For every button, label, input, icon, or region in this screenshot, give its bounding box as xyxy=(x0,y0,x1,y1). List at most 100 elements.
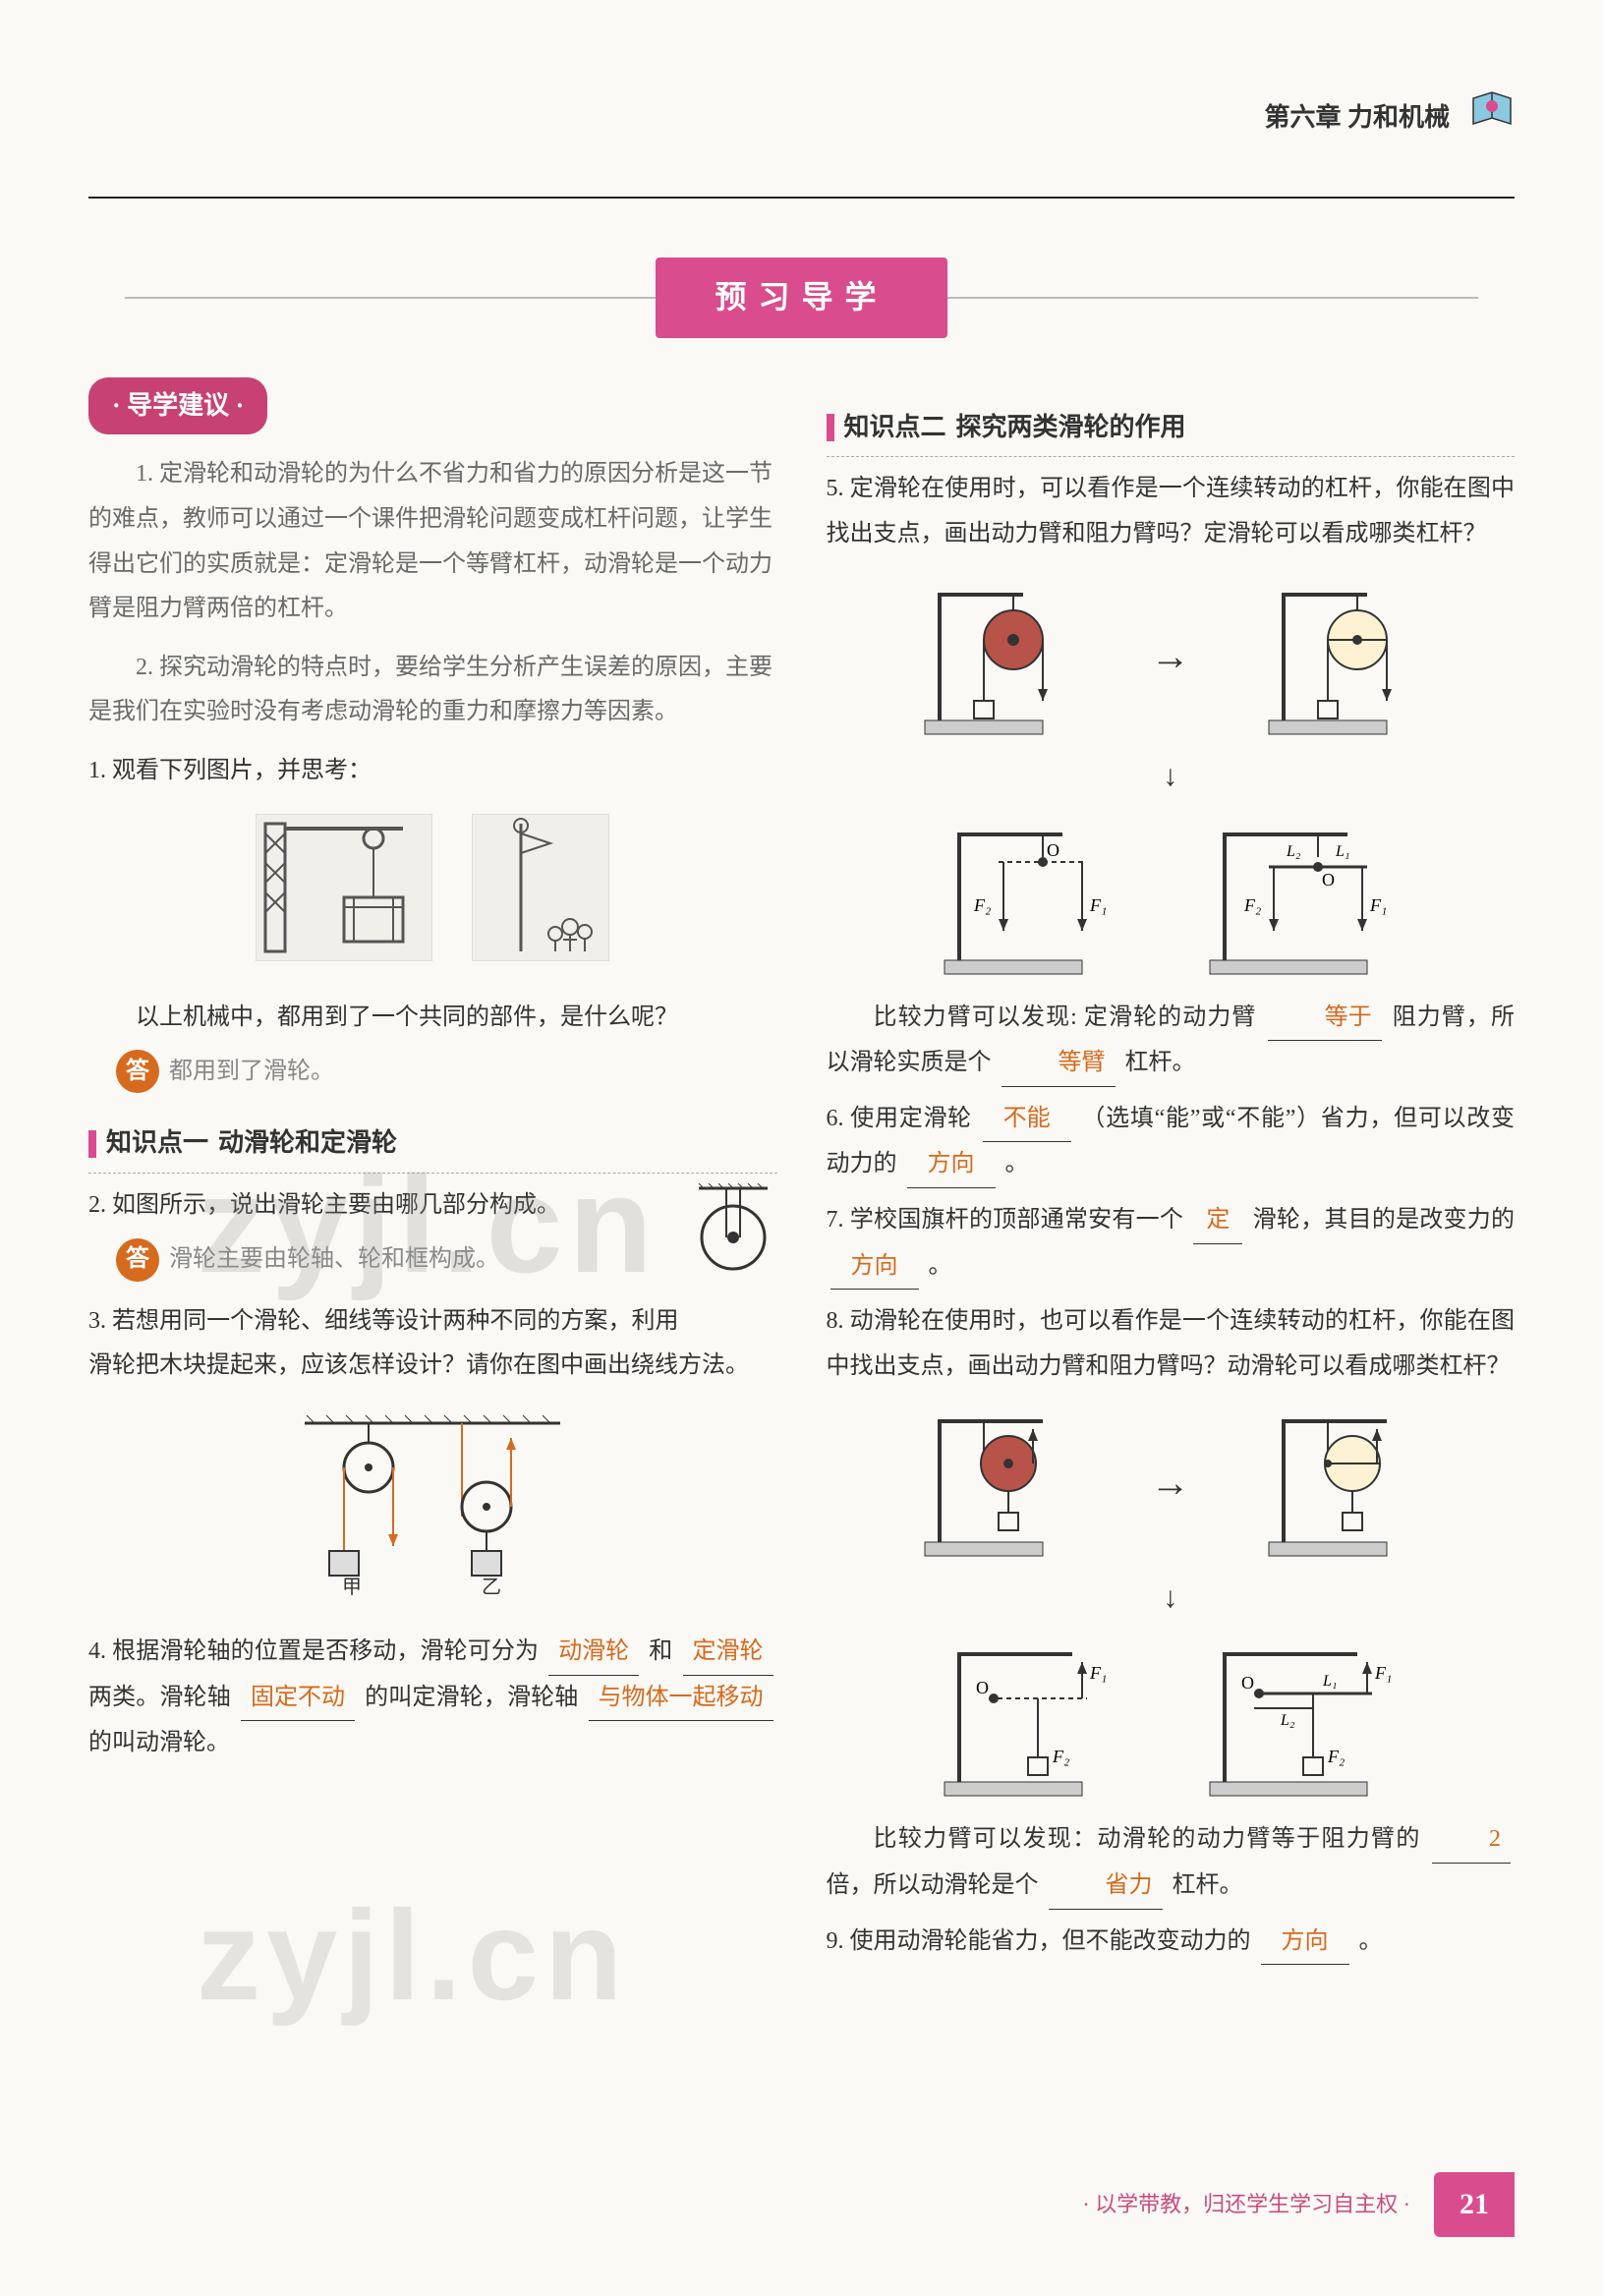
left-column: · 导学建议 · 1. 定滑轮和动滑轮的为什么不省力和省力的原因分析是这一节的难… xyxy=(88,377,777,1776)
q7-pre: 7. 学校国旗杆的顶部通常安有一个 xyxy=(827,1207,1184,1233)
kp1-label: 知识点一 xyxy=(106,1120,208,1167)
figure-q5-arms: O L₂ L₁ F₂ F₁ xyxy=(1190,813,1416,980)
figure-row-q5-bottom: O F₂ F₁ O xyxy=(925,813,1416,980)
q4-end: 的叫动滑轮。 xyxy=(88,1730,230,1755)
figure-grid-q5: → ↓ xyxy=(827,573,1516,980)
question-9: 9. 使用动滑轮能省力，但不能改变动力的 方向 。 xyxy=(827,1920,1516,1966)
svg-text:F₁: F₁ xyxy=(1089,895,1107,915)
svg-text:F₁: F₁ xyxy=(1089,1663,1107,1683)
figure-row-q8-top: → xyxy=(905,1405,1436,1562)
svg-text:L₂: L₂ xyxy=(1280,1712,1295,1729)
svg-text:F₂: F₂ xyxy=(973,895,991,915)
answer-badge-icon: 答 xyxy=(116,1238,159,1282)
arrow-down-icon: ↓ xyxy=(1163,1572,1177,1625)
kp1-bar-icon xyxy=(88,1130,96,1158)
chapter-title: 第六章 力和机械 xyxy=(1264,95,1450,142)
svg-text:O: O xyxy=(1322,870,1335,890)
page-root: 第六章 力和机械 Y 预习导学 · 导学建议 · 1. 定滑轮和动滑轮的为什么不… xyxy=(0,0,1603,2296)
figure-q1-flagpole xyxy=(472,814,609,976)
q6-end: 。 xyxy=(1005,1151,1029,1177)
svg-text:F₁: F₁ xyxy=(1374,1663,1392,1683)
q8-cmp-end: 杠杆。 xyxy=(1173,1872,1243,1898)
q4-blank-2[interactable]: 定滑轮 xyxy=(683,1630,773,1676)
q7-blank-1[interactable]: 定 xyxy=(1193,1198,1242,1244)
svg-text:L₁: L₁ xyxy=(1335,843,1349,860)
figure-row-q3: 甲 乙 xyxy=(88,1408,777,1610)
q6-blank-1[interactable]: 不能 xyxy=(983,1097,1071,1143)
figure-q2-pulley xyxy=(689,1183,777,1306)
question-6: 6. 使用定滑轮 不能 （选填“能”或“不能”）省力，但可以改变动力的 方向 。 xyxy=(827,1097,1516,1188)
q4-pre: 4. 根据滑轮轴的位置是否移动，滑轮可分为 xyxy=(88,1638,539,1664)
svg-text:F₂: F₂ xyxy=(1243,895,1261,915)
header-divider xyxy=(88,197,1515,199)
q5-cmp-pre: 比较力臂可以发现: 定滑轮的动力臂 xyxy=(874,1004,1257,1030)
figure-q8-forces: O F₁ F₂ xyxy=(925,1635,1131,1802)
figure-row-q8-bottom: O F₁ F₂ O xyxy=(925,1635,1416,1802)
svg-text:L₁: L₁ xyxy=(1322,1673,1337,1690)
svg-text:O: O xyxy=(1047,840,1059,860)
q4-blank-1[interactable]: 动滑轮 xyxy=(548,1630,639,1676)
q4-mid3: 的叫定滑轮，滑轮轴 xyxy=(365,1685,578,1710)
figure-q5-forces: O F₂ F₁ xyxy=(925,813,1131,980)
q8-cmp-pre: 比较力臂可以发现：动滑轮的动力臂等于阻力臂的 xyxy=(874,1826,1421,1852)
figure-grid-q8: → ↓ xyxy=(827,1405,1516,1802)
q7-blank-2[interactable]: 方向 xyxy=(830,1244,919,1291)
svg-text:L₂: L₂ xyxy=(1286,843,1301,860)
figure-row-q1 xyxy=(88,814,777,976)
q9-blank-1[interactable]: 方向 xyxy=(1261,1920,1349,1966)
svg-text:F₂: F₂ xyxy=(1052,1747,1069,1766)
q7-end: 。 xyxy=(929,1253,952,1279)
q4-mid2: 两类。滑轮轴 xyxy=(88,1685,231,1710)
advice-paragraph-1: 1. 定滑轮和动滑轮的为什么不省力和省力的原因分析是这一节的难点，教师可以通过一… xyxy=(88,452,777,631)
banner-line-right xyxy=(947,297,1478,299)
q8-compare: 比较力臂可以发现：动滑轮的动力臂等于阻力臂的 2 倍，所以动滑轮是个 省力 杠杆… xyxy=(827,1817,1516,1909)
figure-q8-arms: O L₂ L₁ F₁ F₂ xyxy=(1190,1635,1416,1802)
figure-q3: 甲 乙 xyxy=(285,1408,580,1610)
arrow-right-icon: → xyxy=(1151,1448,1190,1519)
knowledge-point-2-header: 知识点二 探究两类滑轮的作用 xyxy=(827,405,1516,458)
q8-blank-2[interactable]: 省力 xyxy=(1049,1864,1163,1910)
figure-q8-pulley xyxy=(905,1405,1092,1562)
knowledge-point-1-header: 知识点一 动滑轮和定滑轮 xyxy=(88,1120,777,1174)
figure-row-q5-top: → xyxy=(905,573,1436,740)
question-4: 4. 根据滑轮轴的位置是否移动，滑轮可分为 动滑轮 和 定滑轮 两类。滑轮轴 固… xyxy=(88,1630,777,1766)
answer-1-row: 答 都用到了滑轮。 xyxy=(116,1050,777,1093)
q8-cmp-mid: 倍，所以动滑轮是个 xyxy=(827,1872,1039,1898)
svg-text:O: O xyxy=(976,1678,989,1697)
question-1-lead: 1. 观看下列图片，并思考： xyxy=(88,749,777,794)
arrow-right-icon: → xyxy=(1151,621,1190,692)
book-icon xyxy=(1469,88,1515,148)
answer-badge-icon: 答 xyxy=(116,1050,159,1093)
svg-text:F₁: F₁ xyxy=(1369,895,1387,915)
q6-blank-2[interactable]: 方向 xyxy=(907,1142,996,1188)
page-header: 第六章 力和机械 xyxy=(1264,88,1515,148)
figure-q5-pulley xyxy=(905,573,1092,740)
q5-blank-2[interactable]: 等臂 xyxy=(1002,1041,1116,1087)
figure-q8-lever xyxy=(1249,1405,1436,1562)
page-number: 21 xyxy=(1434,2172,1515,2237)
kp2-bar-icon xyxy=(827,414,834,441)
question-7: 7. 学校国旗杆的顶部通常安有一个 定 滑轮，其目的是改变力的 方向 。 xyxy=(827,1198,1516,1290)
q7-mid: 滑轮，其目的是改变力的 xyxy=(1253,1207,1515,1233)
q6-pre: 6. 使用定滑轮 xyxy=(827,1106,972,1131)
figure-q1-crane xyxy=(256,814,432,976)
q4-blank-3[interactable]: 固定不动 xyxy=(241,1676,355,1722)
q8-blank-1[interactable]: 2 xyxy=(1432,1817,1511,1864)
caption-a: 甲 xyxy=(342,1577,362,1595)
q4-blank-4[interactable]: 与物体一起移动 xyxy=(589,1676,773,1722)
caption-b: 乙 xyxy=(482,1577,501,1595)
advice-pill: · 导学建议 · xyxy=(88,377,267,435)
banner-title: 预习导学 xyxy=(715,279,887,315)
section-banner: Y 预习导学 xyxy=(88,258,1515,338)
question-8: 8. 动滑轮在使用时，也可以看作是一个连续转动的杠杆，你能在图中找出支点，画出动… xyxy=(827,1299,1516,1389)
arrow-down-icon: ↓ xyxy=(1163,750,1177,803)
q5-blank-1[interactable]: 等于 xyxy=(1268,996,1382,1042)
page-footer: · 以学带教，归还学生学习自主权 · 21 xyxy=(1082,2172,1515,2237)
kp1-title: 动滑轮和定滑轮 xyxy=(218,1120,397,1167)
question-3: 3. 若想用同一个滑轮、细线等设计两种不同的方案，利用滑轮把木块提起来，应该怎样… xyxy=(88,1299,777,1389)
q5-cmp-end: 杠杆。 xyxy=(1125,1050,1196,1075)
answer-2-text: 滑轮主要由轮轴、轮和框构成。 xyxy=(169,1238,499,1281)
answer-2-row: 答 滑轮主要由轮轴、轮和框构成。 xyxy=(116,1238,679,1282)
content-columns: · 导学建议 · 1. 定滑轮和动滑轮的为什么不省力和省力的原因分析是这一节的难… xyxy=(88,377,1515,1976)
q9-end: 。 xyxy=(1359,1928,1383,1954)
